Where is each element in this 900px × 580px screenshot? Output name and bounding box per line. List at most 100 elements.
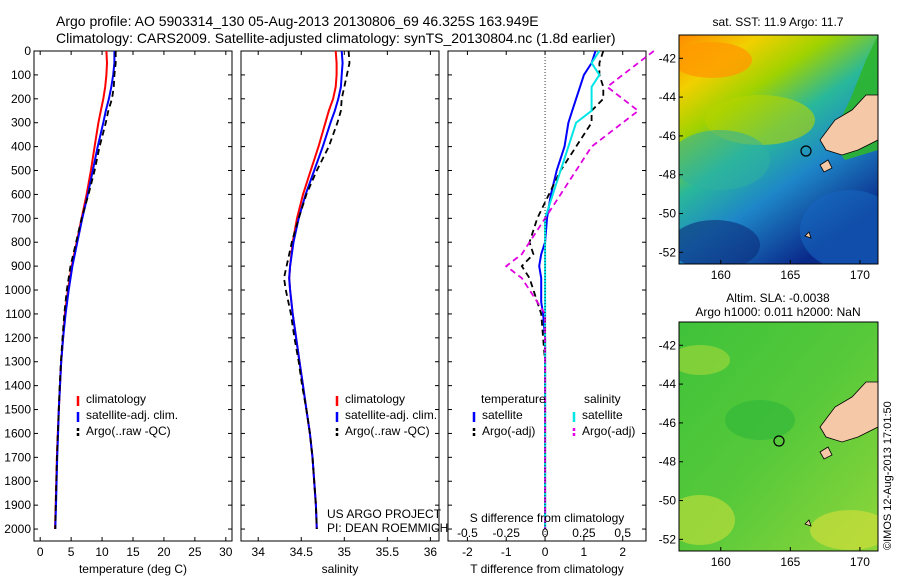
x-tick-label: -2 — [462, 545, 473, 559]
land-mass-south-island — [819, 381, 878, 443]
x-tick-label: 0 — [542, 545, 549, 559]
project-annotation: US ARGO PROJECT — [327, 507, 442, 521]
map-x-tick-label: 170 — [850, 555, 870, 569]
map-y-tick-label: -52 — [659, 245, 677, 259]
x-tick-label: 34 — [252, 545, 266, 559]
y-tick-label: 400 — [11, 140, 31, 154]
x-axis-label: salinity — [322, 562, 359, 576]
legend-heading: temperature — [481, 392, 546, 406]
y-tick-label: 900 — [11, 259, 31, 273]
y-tick-label: 1800 — [4, 474, 31, 488]
difference-axes-frame — [447, 50, 647, 542]
map-y-tick-label: -48 — [659, 455, 677, 469]
legend-entry: satellite-adj. clim. — [345, 408, 437, 422]
y-tick-label: 600 — [11, 187, 31, 201]
x-tick-label: -1 — [501, 545, 512, 559]
legend-entry: climatology — [345, 392, 405, 406]
x-tick-label: 5 — [68, 545, 75, 559]
legend-entry: satellite — [482, 408, 523, 422]
land-mass-south-island — [819, 94, 878, 156]
y-tick-label: 500 — [11, 164, 31, 178]
map-y-tick-label: -46 — [659, 416, 677, 430]
land-mass-stewart-island — [819, 159, 833, 173]
y-tick-label: 100 — [11, 68, 31, 82]
legend-entry: climatology — [86, 392, 146, 406]
x-tick-label: 20 — [157, 545, 171, 559]
salinity-panel: 34 34.5 35 35.5 36 salinity climatology satelli… — [240, 50, 448, 576]
s-tick-label: 0 — [542, 526, 549, 540]
x-tick-label: 0 — [37, 545, 44, 559]
map-x-tick-label: 165 — [780, 555, 800, 569]
map-x-tick-label: 160 — [711, 555, 731, 569]
y-tick-label: 200 — [11, 92, 31, 106]
legend-entry: Argo(..raw -QC) — [86, 424, 171, 438]
s-tick-label: -0.25 — [493, 526, 521, 540]
x-tick-label: 30 — [219, 545, 233, 559]
map-y-tick-label: -46 — [659, 129, 677, 143]
x-tick-label: 2 — [619, 545, 626, 559]
y-tick-label: 300 — [11, 116, 31, 130]
sla-map-title-2: Argo h1000: 0.011 h2000: NaN — [695, 305, 860, 319]
y-tick-label: 1700 — [4, 450, 31, 464]
y-tick-label: 1200 — [4, 331, 31, 345]
map-y-tick-label: -42 — [659, 51, 677, 65]
y-tick-label: 1900 — [4, 498, 31, 512]
x-tick-label: 34.5 — [290, 545, 314, 559]
map-x-tick-label: 165 — [780, 268, 800, 282]
y-tick-label: 1000 — [4, 283, 31, 297]
legend-heading: salinity — [584, 392, 621, 406]
salinity-axes-frame — [240, 50, 440, 542]
map-y-tick-label: -42 — [659, 338, 677, 352]
map-y-tick-label: -44 — [659, 90, 677, 104]
salinity-diff-line-2 — [504, 50, 655, 529]
map-y-tick-label: -50 — [659, 494, 677, 508]
sla-map-frame — [678, 321, 879, 552]
series-line-3 — [283, 50, 351, 530]
series-line-3 — [54, 51, 117, 530]
temperature-axes-frame — [33, 50, 233, 542]
y-tick-label: 700 — [11, 211, 31, 225]
s-tick-label: 0.5 — [614, 526, 631, 540]
imos-timestamp: ©IMOS 12-Aug-2013 17:01:50 — [882, 401, 894, 550]
x-tick-label: 1 — [581, 545, 588, 559]
s-tick-label: -0.5 — [457, 526, 478, 540]
map-y-tick-label: -44 — [659, 377, 677, 391]
x-axis-label: T difference from climatology — [470, 562, 624, 576]
legend-entry: satellite-adj. clim. — [86, 408, 178, 422]
profile-panels: 0 5 10 15 20 25 300100200300400500600700800900… — [4, 44, 655, 576]
legend-entry: satellite — [582, 408, 623, 422]
salinity-diff-line-1 — [544, 50, 601, 529]
legend-entry: Argo(-adj) — [582, 424, 635, 438]
y-tick-label: 1100 — [5, 307, 31, 321]
x-tick-label: 35 — [338, 545, 352, 559]
argo-location-marker — [800, 145, 812, 157]
x-tick-label: 15 — [126, 545, 140, 559]
sla-map-panel: Altim. SLA: -0.0038 Argo h1000: 0.011 h2… — [659, 291, 879, 569]
legend-entry: Argo(-adj) — [482, 424, 535, 438]
map-y-tick-label: -52 — [659, 532, 677, 546]
y-tick-label: 1500 — [4, 403, 31, 417]
x-tick-label: 36 — [424, 545, 438, 559]
header-line-1: Argo profile: AO 5903314_130 05-Aug-2013… — [56, 13, 539, 29]
sla-map-title-1: Altim. SLA: -0.0038 — [726, 291, 830, 305]
land-mass-stewart-island — [819, 446, 833, 460]
project-annotation: PI: DEAN ROEMMICH — [327, 521, 448, 535]
y-tick-label: 1400 — [4, 379, 31, 393]
map-y-tick-label: -48 — [659, 168, 677, 182]
s-tick-label: 0.25 — [572, 526, 596, 540]
sst-map-title: sat. SST: 11.9 Argo: 11.7 — [713, 15, 844, 29]
y-tick-label: 1600 — [4, 426, 31, 440]
s-axis-label: S difference from climatology — [470, 511, 625, 525]
map-x-tick-label: 160 — [711, 268, 731, 282]
y-tick-label: 0 — [24, 44, 31, 58]
x-tick-label: 35.5 — [376, 545, 400, 559]
sst-map-panel: sat. SST: 11.9 Argo: 11.7 160 165 170 -42 -4… — [659, 15, 879, 282]
x-tick-label: 25 — [188, 545, 202, 559]
map-y-tick-label: -50 — [659, 207, 677, 221]
x-tick-label: 10 — [95, 545, 109, 559]
temperature-panel: 0 5 10 15 20 25 300100200300400500600700800900… — [4, 44, 233, 576]
y-tick-label: 2000 — [4, 522, 31, 536]
map-x-tick-label: 170 — [850, 268, 870, 282]
argo-location-marker — [773, 435, 785, 447]
